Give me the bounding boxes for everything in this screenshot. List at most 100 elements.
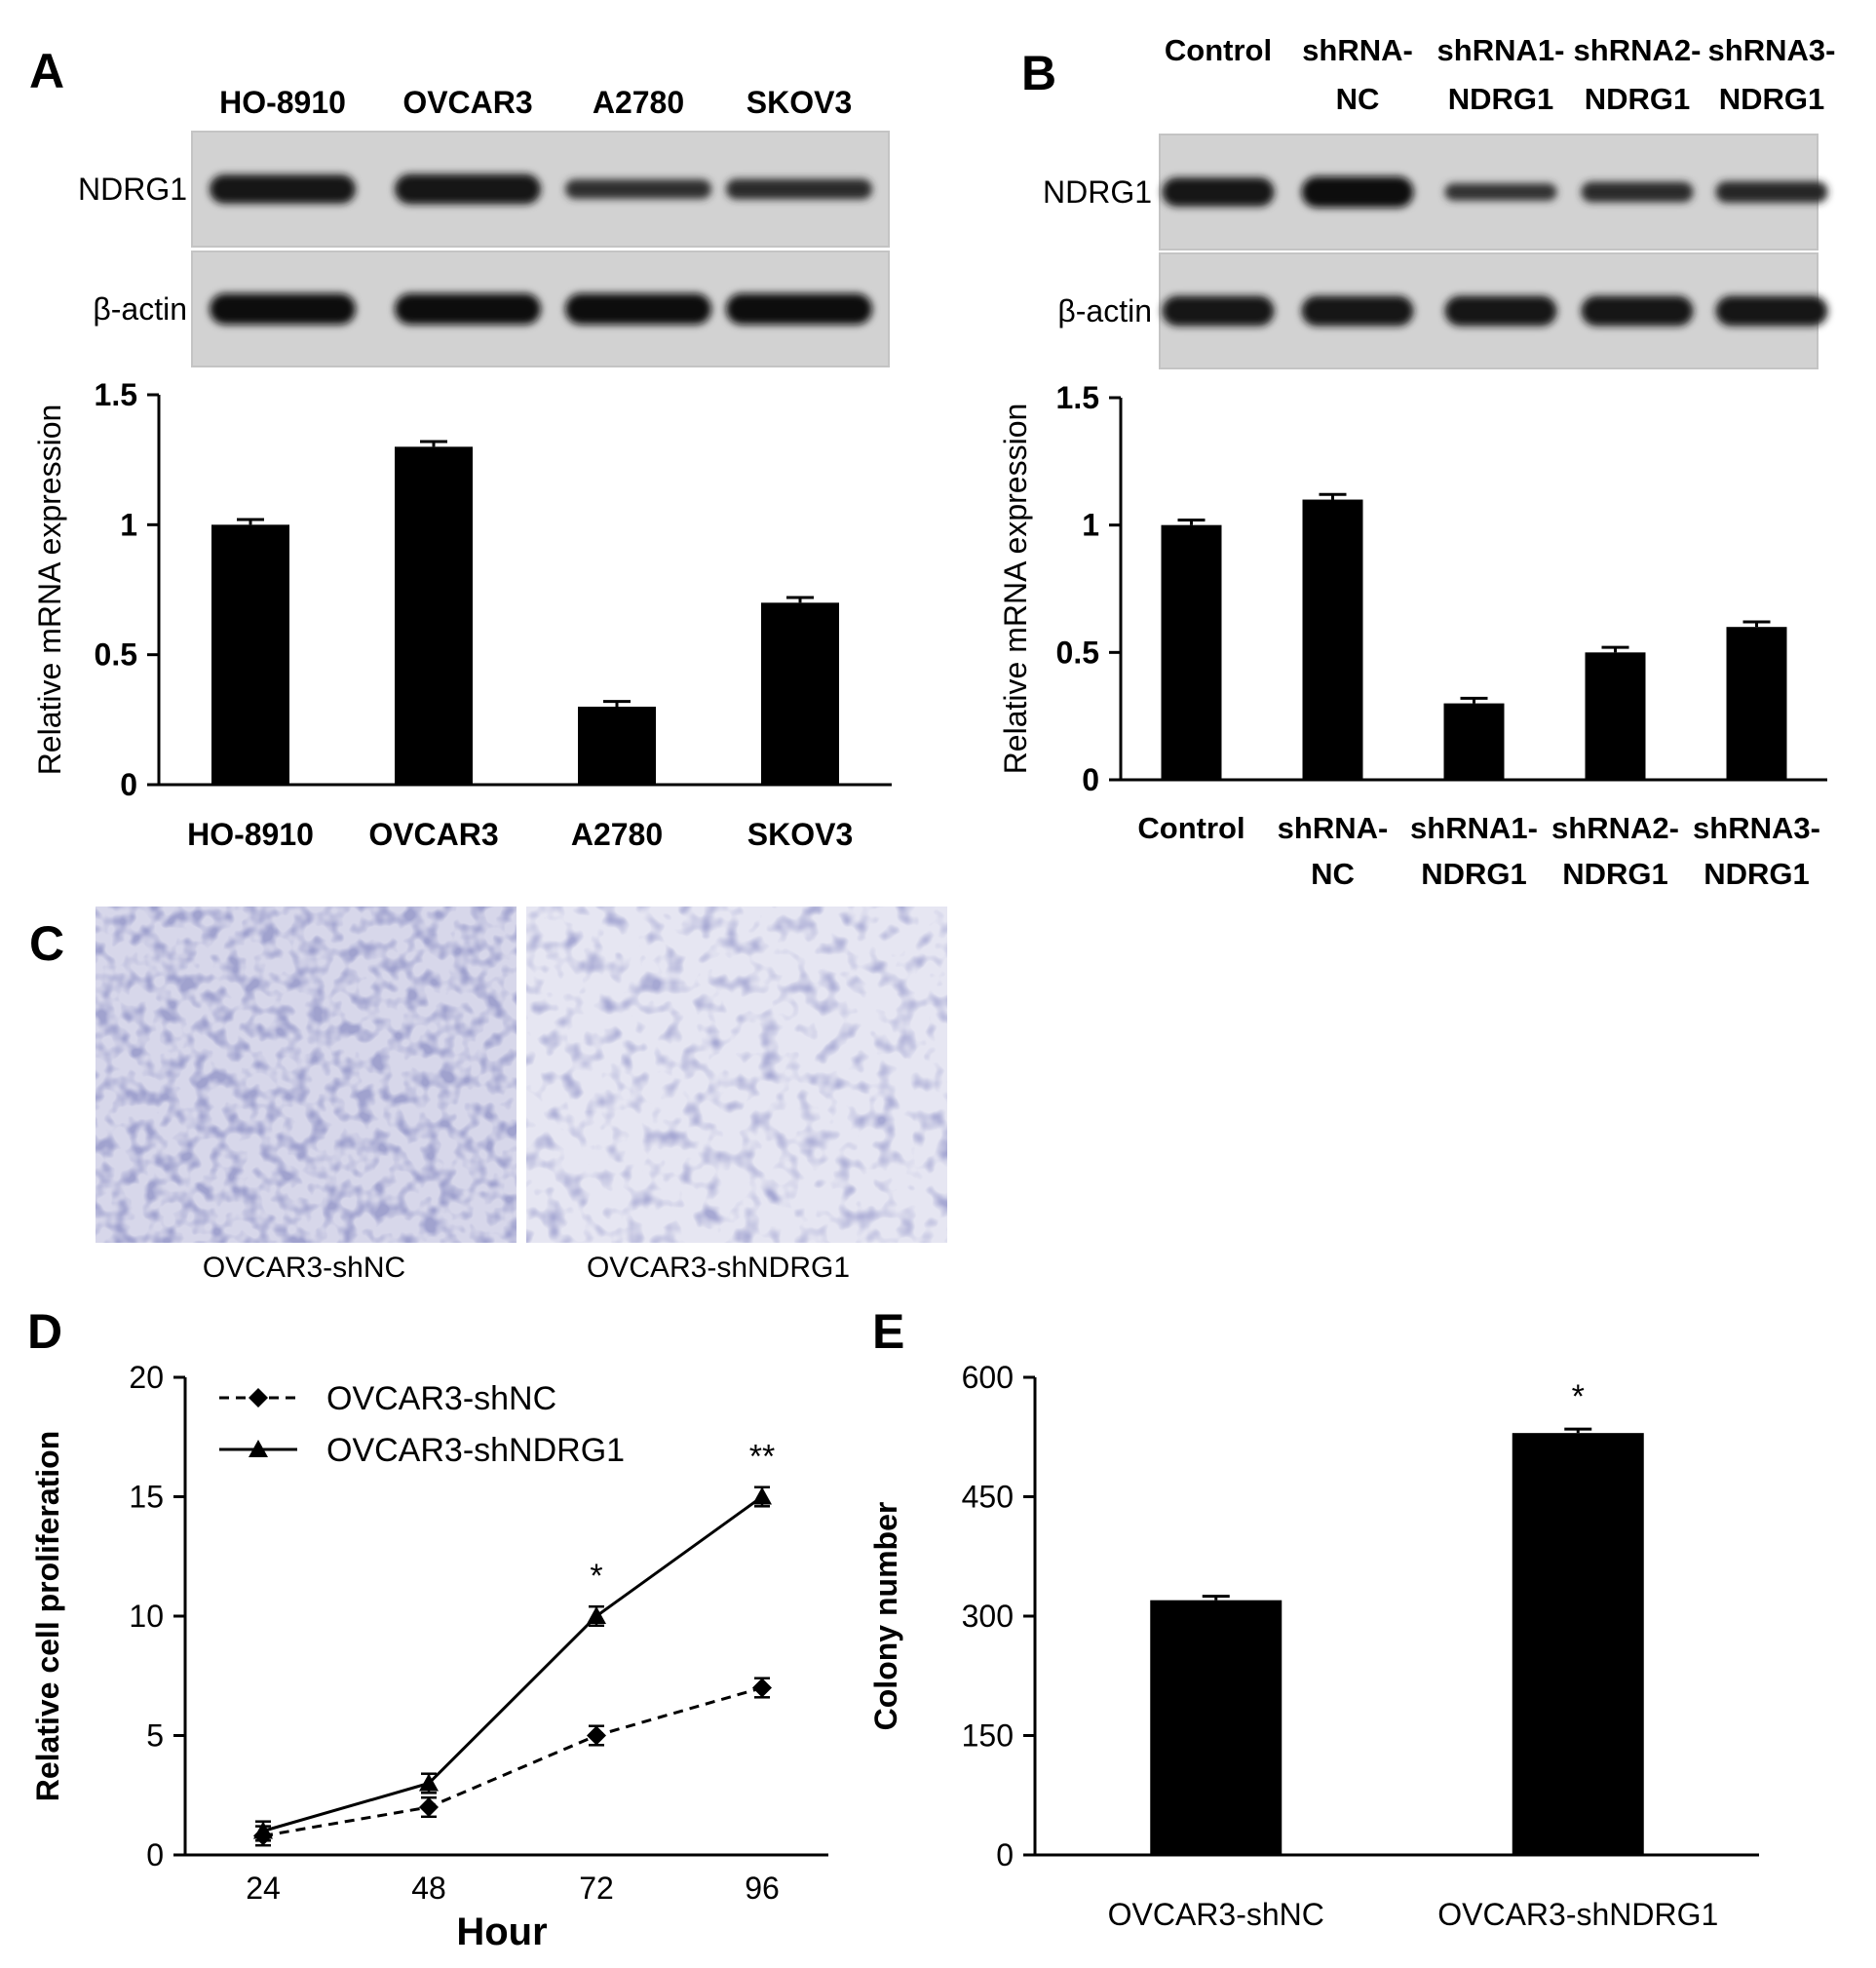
x-tick-label: HO-8910 xyxy=(187,817,314,852)
blot-lane-label: HO-8910 xyxy=(219,85,346,120)
bar xyxy=(578,707,656,785)
x-tick-label: A2780 xyxy=(571,817,663,852)
bar xyxy=(1302,499,1363,780)
blot-band xyxy=(1444,295,1557,327)
panel-letter-c: C xyxy=(29,916,64,971)
blot-band xyxy=(1715,180,1828,204)
significance-marker: * xyxy=(1572,1378,1585,1415)
x-tick-label: Control xyxy=(1137,811,1244,845)
y-axis-title: Relative cell proliferation xyxy=(30,1431,65,1802)
blot-lane-label: OVCAR3 xyxy=(402,85,532,120)
x-tick-label: OVCAR3-shNC xyxy=(1108,1897,1324,1932)
y-tick-label: 1.5 xyxy=(1056,380,1099,415)
bar xyxy=(1443,703,1505,780)
x-tick-label: shRNA- xyxy=(1278,811,1389,845)
y-tick-label: 0 xyxy=(1082,762,1099,797)
blot-band xyxy=(1581,295,1694,327)
bar xyxy=(1512,1433,1644,1855)
x-tick-label: NDRG1 xyxy=(1704,857,1810,891)
blot-band xyxy=(565,293,711,325)
x-tick-label: 72 xyxy=(579,1871,614,1906)
blot-lane-label: SKOV3 xyxy=(747,85,852,120)
micrograph-label-shndrg1: OVCAR3-shNDRG1 xyxy=(587,1252,850,1284)
y-tick-label: 450 xyxy=(962,1480,1014,1515)
bar xyxy=(761,602,839,785)
microscopy-panel-c: OVCAR3-shNC OVCAR3-shNDRG1 xyxy=(96,907,947,1284)
panel-letter-b: B xyxy=(1021,46,1056,100)
bar xyxy=(1150,1600,1283,1855)
blot-band xyxy=(1301,295,1414,327)
blot-band xyxy=(1162,177,1275,207)
x-tick-label: SKOV3 xyxy=(747,817,853,852)
significance-marker: ** xyxy=(749,1439,775,1476)
blot-band xyxy=(1715,295,1828,327)
x-tick-label: shRNA1- xyxy=(1410,811,1538,845)
blot-band xyxy=(210,174,356,204)
micrograph-shnc xyxy=(96,907,517,1243)
x-tick-label: OVCAR3-shNDRG1 xyxy=(1437,1897,1718,1932)
panel-letter-e: E xyxy=(872,1304,904,1359)
y-tick-label: 0 xyxy=(120,767,137,802)
blot-lane-label: NDRG1 xyxy=(1448,82,1554,116)
blot-lane-label: shRNA1- xyxy=(1437,33,1565,67)
x-tick-label: NC xyxy=(1311,857,1355,891)
x-axis-title: Hour xyxy=(456,1910,547,1953)
x-tick-label: OVCAR3 xyxy=(368,817,498,852)
y-tick-label: 0.5 xyxy=(95,637,137,673)
blot-row-label: β-actin xyxy=(1057,293,1152,328)
blot-band xyxy=(726,178,872,200)
blot-band xyxy=(1162,295,1275,327)
y-tick-label: 15 xyxy=(129,1480,164,1515)
blot-band xyxy=(395,293,541,325)
y-tick-label: 10 xyxy=(129,1599,164,1634)
data-point xyxy=(419,1797,439,1817)
bar xyxy=(1585,652,1646,780)
bar xyxy=(1161,524,1222,780)
blot-lane-label: shRNA2- xyxy=(1574,33,1702,67)
blot-lane-label: Control xyxy=(1165,33,1272,67)
y-axis-title: Colony number xyxy=(868,1502,903,1731)
y-tick-label: 1 xyxy=(120,507,137,542)
blot-row-label: β-actin xyxy=(93,291,187,327)
y-tick-label: 0 xyxy=(996,1837,1014,1872)
bar-chart-e: 0 150 300 450 600 OVCAR3-shNC OVCAR3-shNDRG1 * C… xyxy=(868,1360,1759,1932)
legend-label: OVCAR3-shNDRG1 xyxy=(326,1432,625,1469)
bar xyxy=(395,446,473,785)
x-tick-label: shRNA2- xyxy=(1551,811,1679,845)
blot-row-label: NDRG1 xyxy=(1043,174,1152,210)
y-tick-label: 600 xyxy=(962,1360,1014,1395)
y-tick-label: 1.5 xyxy=(95,377,137,412)
x-tick-label: 24 xyxy=(246,1871,281,1906)
y-tick-label: 20 xyxy=(129,1360,164,1395)
blot-band xyxy=(1301,176,1414,208)
blot-lane-label: NDRG1 xyxy=(1719,82,1825,116)
line-chart-d: 0 5 10 15 20 24 48 72 96 Hour Relative cell prolif… xyxy=(30,1360,828,1953)
legend-label: OVCAR3-shNC xyxy=(326,1380,556,1417)
series-1: OVCAR3-shNDRG1 xyxy=(219,1432,772,1842)
series-line xyxy=(262,1686,763,1837)
blot-band xyxy=(210,293,356,325)
western-blot-a: HO-8910 OVCAR3 A2780 SKOV3 NDRG1 β-actin xyxy=(78,85,890,367)
blot-band xyxy=(726,293,872,325)
blot-lane-label: shRNA3- xyxy=(1708,33,1836,67)
data-point xyxy=(752,1486,772,1505)
data-point xyxy=(253,1821,273,1839)
blot-lane-label: shRNA- xyxy=(1302,33,1413,67)
data-point xyxy=(752,1678,772,1698)
x-tick-label: 96 xyxy=(745,1871,780,1906)
x-tick-label: 48 xyxy=(411,1871,446,1906)
micrograph-shndrg1 xyxy=(526,907,947,1243)
panel-letter-d: D xyxy=(27,1304,62,1359)
y-axis-title: Relative mRNA expression xyxy=(32,405,67,776)
data-point xyxy=(587,1725,606,1746)
bar-chart-a: 0 0.5 1 1.5 HO-8910 OVCAR3 A2780 SKOV3 Relative … xyxy=(32,377,892,852)
bar xyxy=(1726,627,1787,780)
bar xyxy=(211,524,289,785)
blot-lane-label: NC xyxy=(1336,82,1380,116)
blot-band xyxy=(1444,183,1557,201)
data-point xyxy=(419,1773,439,1792)
significance-marker: * xyxy=(590,1558,602,1595)
y-tick-label: 0.5 xyxy=(1056,635,1099,670)
y-axis-title: Relative mRNA expression xyxy=(998,404,1033,775)
